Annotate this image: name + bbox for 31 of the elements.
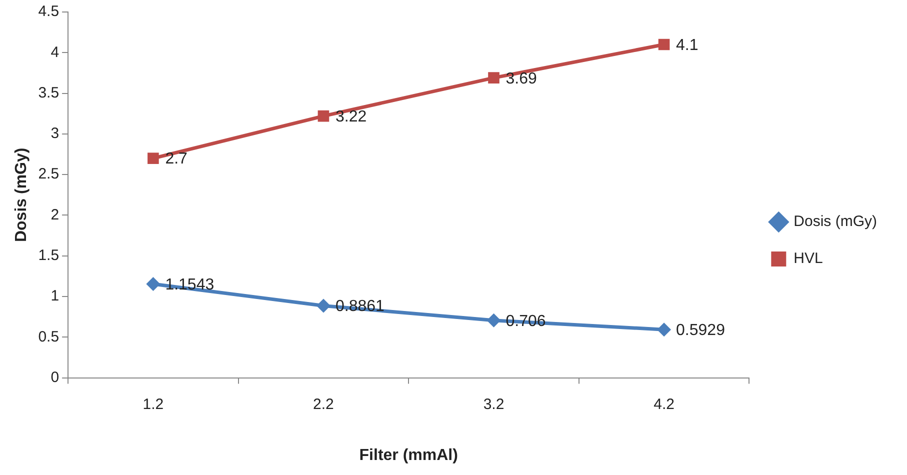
x-tick-label: 2.2 bbox=[313, 396, 334, 413]
point bbox=[486, 313, 501, 328]
x-tick-label: 3.2 bbox=[483, 396, 504, 413]
point bbox=[657, 322, 672, 337]
point bbox=[316, 298, 330, 313]
y-tick-label: 1.5 bbox=[38, 247, 60, 264]
y-tick-label: 2.5 bbox=[38, 166, 60, 183]
y-tick-label: 2 bbox=[50, 206, 60, 224]
y-axis-title: Dosis (mGy) bbox=[13, 148, 30, 242]
y-tick-label: 0.5 bbox=[38, 328, 60, 346]
x-tick-label: 4.2 bbox=[654, 396, 674, 413]
x-axis-title: Filter (mmAl) bbox=[359, 446, 458, 464]
data-label: 3.69 bbox=[506, 70, 537, 88]
x-tick-label: 1.2 bbox=[142, 396, 164, 413]
point bbox=[146, 276, 160, 291]
legend-label: Dosis (mGy) bbox=[794, 213, 878, 230]
y-tick-label: 0 bbox=[50, 368, 60, 386]
data-label: 0.5929 bbox=[676, 322, 726, 340]
y-tick-label: 4.5 bbox=[38, 3, 60, 20]
point bbox=[148, 152, 159, 164]
y-tick-label: 3.5 bbox=[38, 84, 60, 102]
y-tick-label: 1 bbox=[50, 288, 60, 305]
point bbox=[658, 38, 670, 50]
point bbox=[318, 110, 330, 122]
data-label: 4.1 bbox=[676, 36, 698, 54]
point bbox=[488, 72, 500, 84]
y-tick-label: 3 bbox=[50, 125, 60, 142]
legend-label: HVL bbox=[794, 250, 823, 268]
y-tick-label: 4 bbox=[50, 44, 60, 61]
data-label: 2.7 bbox=[165, 150, 188, 168]
data-label: 3.22 bbox=[335, 108, 367, 126]
